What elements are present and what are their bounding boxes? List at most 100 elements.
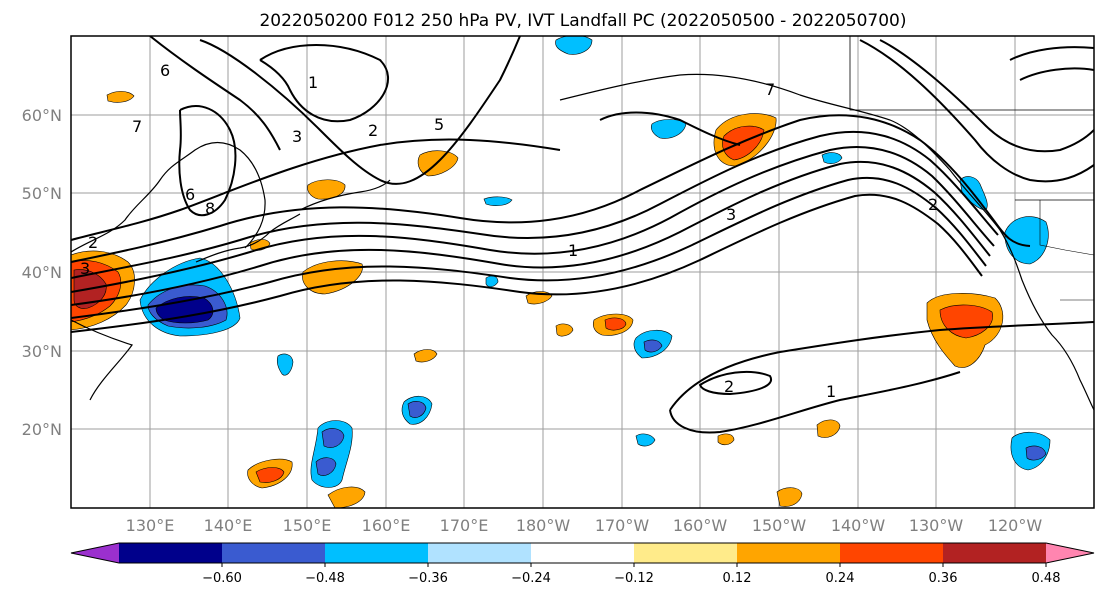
negative-anomaly-9: [635, 433, 656, 447]
contour-9: [259, 44, 390, 123]
positive-anomaly-11: [413, 349, 438, 363]
colorbar-segment: [71, 543, 119, 563]
colorbar-segment: [634, 543, 738, 563]
colorbar-segment: [840, 543, 944, 563]
contour-19: [698, 370, 773, 396]
contour-16: [599, 111, 741, 146]
contour-label: 7: [132, 117, 142, 136]
border-canada: [849, 36, 1094, 111]
contour-8: [149, 36, 281, 151]
negative-anomaly-8: [276, 353, 294, 376]
contour-label: 5: [434, 115, 444, 134]
contour-label: 6: [160, 61, 170, 80]
colorbar: −0.60 −0.48 −0.36 −0.24 −0.12 0.12 0.24 0.36 0.4…: [70, 542, 1095, 586]
contour-6: [71, 176, 987, 319]
lon-label: 170°E: [440, 516, 489, 535]
contour-17: [669, 321, 1094, 411]
negative-anomaly-4: [650, 119, 687, 139]
negative-anomaly-3-core: [407, 401, 427, 418]
negative-anomaly-2-core-a: [321, 428, 345, 448]
lon-label: 150°W: [752, 516, 807, 535]
contour-3: [71, 130, 999, 279]
positive-anomaly-4-core: [604, 317, 627, 331]
latitude-labels: 60°N 50°N 40°N 30°N 20°N: [22, 106, 62, 439]
contour-15: [1019, 67, 1094, 81]
coast-japan: [195, 213, 301, 263]
contour-label: 7: [765, 80, 775, 99]
contour-label: 8: [205, 199, 215, 218]
negative-anomaly-7-core: [1025, 445, 1047, 461]
contour-label: 2: [928, 195, 938, 214]
positive-anomaly-13: [717, 433, 735, 446]
coast-north-america: [559, 73, 1094, 411]
map-frame: [70, 35, 1095, 509]
colorbar-tick-label: 0.12: [723, 571, 752, 586]
colorbar-segment: [119, 543, 223, 563]
pv-contours: [71, 36, 1094, 434]
contour-label: 1: [568, 241, 578, 260]
lat-label: 60°N: [22, 106, 62, 125]
colorbar-segment: [325, 543, 429, 563]
colorbar-segment: [1046, 543, 1094, 563]
positive-anomaly-8: [776, 487, 803, 507]
border-states: [1039, 200, 1094, 256]
colorbar-segment: [531, 543, 635, 563]
contour-label: 3: [726, 205, 736, 224]
contour-label: 6: [185, 185, 195, 204]
negative-anomaly-5: [555, 36, 593, 55]
lon-label: 170°W: [595, 516, 650, 535]
coast-kuril: [299, 179, 391, 211]
contour-10: [199, 36, 521, 185]
contour-label: 1: [826, 382, 836, 401]
contour-7: [71, 193, 983, 333]
negative-anomaly-11: [821, 152, 843, 164]
lon-label: 130°W: [909, 516, 964, 535]
contour-label: 1: [308, 73, 318, 92]
colorbar-outline: [70, 542, 1095, 564]
colorbar-segment: [737, 543, 841, 563]
lon-label: 140°E: [204, 516, 253, 535]
colorbar-tick-label: −0.24: [511, 571, 551, 586]
lat-label: 30°N: [22, 342, 62, 361]
contour-label: 3: [292, 127, 302, 146]
contour-4: [71, 145, 995, 293]
coast-china: [71, 319, 133, 401]
contour-label: 2: [368, 121, 378, 140]
lat-label: 20°N: [22, 420, 62, 439]
contour-12: [859, 39, 1094, 183]
lat-label: 40°N: [22, 263, 62, 282]
lon-label: 180°W: [516, 516, 571, 535]
colorbar-tick-label: −0.48: [305, 571, 345, 586]
map-panel: 6 7 3 2 5 8 6 1 3 2 7 1 2 1 2 3: [70, 35, 1095, 509]
negative-anomaly-2-core-b: [315, 457, 337, 476]
positive-anomaly-5-core: [255, 467, 285, 483]
contour-label: 3: [80, 259, 90, 278]
colorbar-tick-label: −0.12: [614, 571, 654, 586]
contour-label: 2: [724, 377, 734, 396]
positive-anomaly-12: [106, 91, 135, 103]
longitude-labels: 130°E 140°E 150°E 160°E 170°E 180°W 170°…: [126, 516, 1043, 535]
map-title: 2022050200 F012 250 hPa PV, IVT Landfall…: [259, 11, 906, 31]
lon-label: 160°W: [673, 516, 728, 535]
contour-label: 2: [88, 233, 98, 252]
contour-1: [71, 138, 561, 241]
lon-label: 160°E: [362, 516, 411, 535]
lon-label: 150°E: [283, 516, 332, 535]
contour-2: [71, 114, 1031, 263]
negative-anomaly-6: [1004, 216, 1049, 265]
positive-anomaly-10: [555, 323, 574, 337]
lon-label: 120°W: [988, 516, 1043, 535]
colorbar-tick-label: 0.24: [826, 571, 855, 586]
contour-labels: 6 7 3 2 5 8 6 1 3 2 7 1 2 1 2 3: [80, 61, 938, 401]
lat-label: 50°N: [22, 184, 62, 203]
colorbar-tick-label: 0.48: [1032, 571, 1061, 586]
contour-13: [879, 39, 1094, 153]
colorbar-tick-label: −0.36: [408, 571, 448, 586]
lon-label: 140°W: [831, 516, 886, 535]
lon-label: 130°E: [126, 516, 175, 535]
contour-5: [71, 160, 991, 306]
positive-anomaly-7: [816, 419, 841, 438]
negative-anomaly-1-core: [643, 339, 663, 353]
negative-anomaly-13: [483, 196, 513, 206]
